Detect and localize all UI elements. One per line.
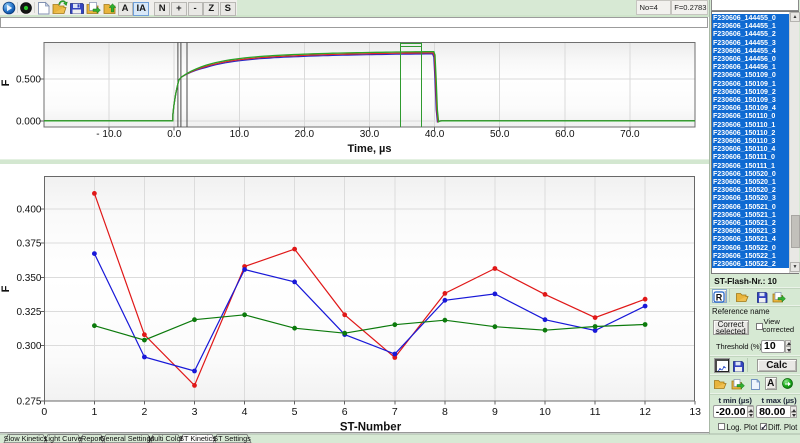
svg-text:10.0: 10.0: [230, 129, 250, 140]
svg-text:0.375: 0.375: [16, 239, 41, 250]
svg-text:0.0: 0.0: [167, 129, 181, 140]
svg-text:1: 1: [91, 406, 97, 418]
svg-text:ST-Number: ST-Number: [340, 422, 402, 434]
svg-text:11: 11: [590, 406, 601, 418]
svg-text:3: 3: [192, 406, 198, 418]
svg-text:R: R: [716, 292, 723, 302]
svg-text:0.350: 0.350: [16, 273, 41, 284]
svg-text:40.0: 40.0: [425, 129, 445, 140]
svg-text:7: 7: [392, 406, 398, 418]
svg-text:Light Curve: Light Curve: [44, 434, 81, 443]
svg-text:5: 5: [292, 406, 298, 418]
svg-text:Slow Kinetics: Slow Kinetics: [4, 434, 48, 443]
svg-text:13: 13: [689, 406, 701, 418]
svg-text:0.400: 0.400: [16, 205, 41, 216]
svg-text:8: 8: [442, 406, 448, 418]
svg-text:ST Kinetics: ST Kinetics: [179, 434, 216, 443]
svg-text:30.0: 30.0: [360, 129, 380, 140]
svg-text:4: 4: [242, 406, 248, 418]
svg-text:F: F: [0, 79, 12, 86]
svg-text:20.0: 20.0: [295, 129, 315, 140]
svg-text:Multi Color: Multi Color: [148, 434, 183, 443]
svg-text:50.0: 50.0: [490, 129, 510, 140]
svg-text:0.325: 0.325: [16, 307, 41, 318]
svg-text:Time, µs: Time, µs: [347, 143, 391, 155]
svg-text:2: 2: [141, 406, 147, 418]
svg-text:ST Settings: ST Settings: [213, 434, 251, 443]
svg-text:6: 6: [342, 406, 348, 418]
svg-text:General Settings: General Settings: [100, 434, 155, 443]
svg-text:0.500: 0.500: [16, 75, 41, 86]
svg-text:0.000: 0.000: [16, 116, 41, 127]
svg-text:Report: Report: [81, 434, 103, 443]
svg-text:10: 10: [539, 406, 551, 418]
svg-text:- 10.0: - 10.0: [96, 129, 122, 140]
svg-text:60.0: 60.0: [555, 129, 575, 140]
svg-text:70.0: 70.0: [620, 129, 640, 140]
svg-text:F: F: [0, 285, 12, 292]
svg-text:0.300: 0.300: [16, 341, 41, 352]
svg-text:9: 9: [492, 406, 498, 418]
svg-text:12: 12: [639, 406, 651, 418]
svg-text:0: 0: [41, 406, 47, 418]
svg-text:0.275: 0.275: [16, 397, 41, 408]
